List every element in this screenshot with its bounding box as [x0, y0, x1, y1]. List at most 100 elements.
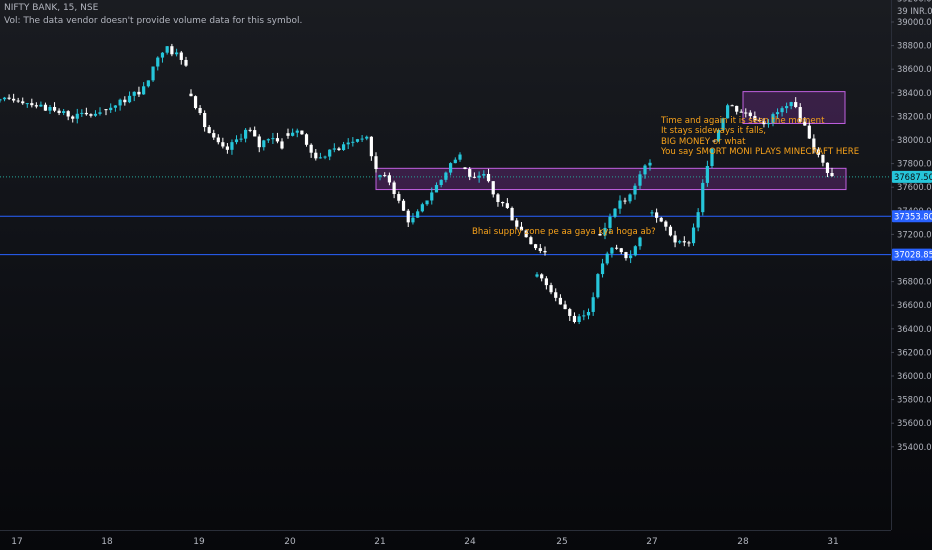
- candle-body[interactable]: [230, 142, 234, 150]
- candle-body[interactable]: [563, 304, 567, 310]
- candle-body[interactable]: [618, 200, 622, 209]
- candle-body[interactable]: [505, 203, 509, 208]
- candle-body[interactable]: [332, 148, 336, 150]
- candle-body[interactable]: [668, 226, 673, 236]
- candle-body[interactable]: [468, 169, 472, 177]
- candle-body[interactable]: [762, 121, 766, 125]
- candle-body[interactable]: [387, 175, 392, 183]
- candle-body[interactable]: [785, 106, 789, 109]
- candle-body[interactable]: [628, 194, 632, 202]
- candle-body[interactable]: [643, 165, 647, 175]
- candle-body[interactable]: [448, 163, 453, 173]
- candle-body[interactable]: [266, 139, 270, 141]
- candle-body[interactable]: [687, 242, 691, 244]
- candle-body[interactable]: [52, 106, 57, 111]
- candle-body[interactable]: [123, 99, 127, 103]
- candle-body[interactable]: [93, 113, 98, 116]
- candle-body[interactable]: [554, 292, 558, 298]
- candle-body[interactable]: [623, 200, 627, 202]
- candle-body[interactable]: [771, 114, 775, 124]
- candle-body[interactable]: [726, 105, 730, 119]
- candle-body[interactable]: [549, 285, 553, 293]
- candle-body[interactable]: [170, 46, 174, 55]
- candle-body[interactable]: [127, 95, 132, 103]
- candle-body[interactable]: [142, 86, 146, 95]
- candle-body[interactable]: [650, 212, 654, 214]
- candle-body[interactable]: [591, 297, 595, 312]
- candle-body[interactable]: [540, 274, 544, 279]
- candle-body[interactable]: [434, 185, 439, 193]
- candle-body[interactable]: [328, 149, 332, 157]
- candle-body[interactable]: [374, 156, 378, 170]
- candle-body[interactable]: [21, 101, 25, 104]
- candle-body[interactable]: [798, 107, 802, 122]
- candle-body[interactable]: [198, 108, 202, 114]
- candle-body[interactable]: [586, 311, 591, 316]
- candle-body[interactable]: [600, 263, 605, 275]
- candle-body[interactable]: [716, 129, 721, 142]
- candle-body[interactable]: [207, 127, 211, 134]
- candle-body[interactable]: [48, 106, 52, 111]
- candle-body[interactable]: [151, 66, 155, 81]
- candle-body[interactable]: [0, 99, 2, 101]
- candle-body[interactable]: [515, 220, 519, 227]
- candle-body[interactable]: [598, 234, 602, 236]
- candle-body[interactable]: [529, 237, 533, 245]
- candle-body[interactable]: [193, 96, 198, 109]
- candle-body[interactable]: [365, 136, 369, 139]
- candle-body[interactable]: [184, 59, 188, 66]
- candle-body[interactable]: [821, 154, 825, 163]
- candle-body[interactable]: [608, 216, 612, 228]
- candle-body[interactable]: [491, 181, 495, 195]
- candle-body[interactable]: [825, 162, 830, 173]
- candle-body[interactable]: [472, 176, 477, 178]
- candle-body[interactable]: [664, 221, 668, 227]
- candle-body[interactable]: [638, 237, 642, 247]
- candle-body[interactable]: [463, 167, 467, 170]
- candle-body[interactable]: [420, 204, 424, 212]
- candle-body[interactable]: [780, 108, 784, 113]
- candle-body[interactable]: [216, 137, 220, 143]
- candle-body[interactable]: [830, 172, 834, 177]
- candle-body[interactable]: [383, 175, 387, 177]
- candle-body[interactable]: [300, 130, 304, 135]
- candle-body[interactable]: [244, 129, 248, 139]
- candle-body[interactable]: [710, 148, 714, 167]
- candle-body[interactable]: [203, 113, 207, 128]
- candle-body[interactable]: [212, 133, 216, 138]
- candle-body[interactable]: [248, 129, 252, 131]
- candle-body[interactable]: [659, 217, 663, 222]
- candle-body[interactable]: [655, 212, 659, 218]
- candle-body[interactable]: [568, 309, 572, 316]
- candle-body[interactable]: [577, 316, 581, 322]
- candle-body[interactable]: [16, 100, 20, 102]
- candle-body[interactable]: [766, 123, 771, 125]
- candle-body[interactable]: [610, 247, 614, 254]
- candle-body[interactable]: [544, 278, 548, 286]
- candle-body[interactable]: [25, 103, 29, 105]
- candle-body[interactable]: [757, 119, 761, 122]
- candle-body[interactable]: [614, 247, 619, 249]
- candle-body[interactable]: [113, 105, 118, 108]
- candle-body[interactable]: [360, 138, 364, 140]
- candle-body[interactable]: [118, 99, 122, 106]
- candle-body[interactable]: [596, 274, 600, 298]
- candle-body[interactable]: [12, 98, 16, 101]
- candle-body[interactable]: [744, 112, 748, 114]
- candle-body[interactable]: [543, 251, 547, 253]
- candle-body[interactable]: [678, 241, 682, 243]
- candle-body[interactable]: [501, 202, 505, 204]
- candle-body[interactable]: [7, 97, 11, 99]
- candle-body[interactable]: [458, 154, 462, 160]
- candle-body[interactable]: [712, 140, 716, 142]
- candle-body[interactable]: [533, 244, 538, 249]
- candle-body[interactable]: [109, 107, 113, 111]
- candle-body[interactable]: [234, 139, 239, 143]
- candle-body[interactable]: [682, 241, 686, 243]
- candle-body[interactable]: [397, 194, 401, 201]
- candle-body[interactable]: [519, 226, 524, 231]
- candle-body[interactable]: [262, 140, 266, 148]
- candle-body[interactable]: [189, 93, 193, 97]
- candle-body[interactable]: [794, 102, 798, 108]
